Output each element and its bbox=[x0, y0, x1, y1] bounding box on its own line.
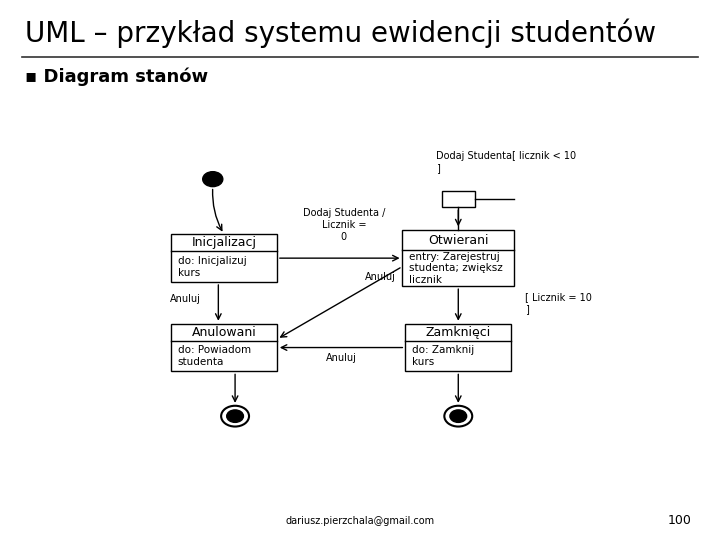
Bar bbox=[405, 323, 511, 372]
Text: [ Licznik = 10
]: [ Licznik = 10 ] bbox=[526, 292, 592, 314]
Text: Dodaj Studenta /
Licznik =
0: Dodaj Studenta / Licznik = 0 bbox=[302, 208, 385, 241]
Text: UML – przykład systemu ewidencji studentów: UML – przykład systemu ewidencji student… bbox=[25, 19, 657, 49]
Text: do: Powiadom
studenta: do: Powiadom studenta bbox=[178, 346, 251, 367]
Text: ▪ Diagram stanów: ▪ Diagram stanów bbox=[25, 68, 208, 86]
Circle shape bbox=[221, 406, 249, 427]
Text: do: Inicjalizuj
kurs: do: Inicjalizuj kurs bbox=[178, 256, 246, 278]
Text: Inicjalizacj: Inicjalizacj bbox=[192, 237, 256, 249]
Bar bbox=[441, 191, 475, 207]
Text: dariusz.pierzchala@gmail.com: dariusz.pierzchala@gmail.com bbox=[285, 516, 435, 526]
Circle shape bbox=[203, 172, 222, 187]
Text: Anulowani: Anulowani bbox=[192, 326, 256, 339]
Text: Otwierani: Otwierani bbox=[428, 234, 489, 247]
Text: Anuluj: Anuluj bbox=[169, 294, 200, 303]
Text: Zamknięci: Zamknięci bbox=[426, 326, 491, 339]
Circle shape bbox=[444, 406, 472, 427]
Text: 100: 100 bbox=[667, 514, 691, 526]
Text: do: Zamknij
kurs: do: Zamknij kurs bbox=[412, 346, 474, 367]
Text: entry: Zarejestruj
studenta; zwiększ
licznik: entry: Zarejestruj studenta; zwiększ lic… bbox=[409, 252, 503, 285]
Circle shape bbox=[227, 410, 243, 422]
Text: Anuluj: Anuluj bbox=[325, 353, 356, 363]
Bar bbox=[171, 234, 277, 282]
Text: Dodaj Studenta[ licznik < 10
]: Dodaj Studenta[ licznik < 10 ] bbox=[436, 151, 576, 173]
Bar bbox=[171, 323, 277, 372]
Bar bbox=[402, 230, 514, 286]
Circle shape bbox=[450, 410, 467, 422]
Text: Anuluj: Anuluj bbox=[365, 272, 395, 282]
